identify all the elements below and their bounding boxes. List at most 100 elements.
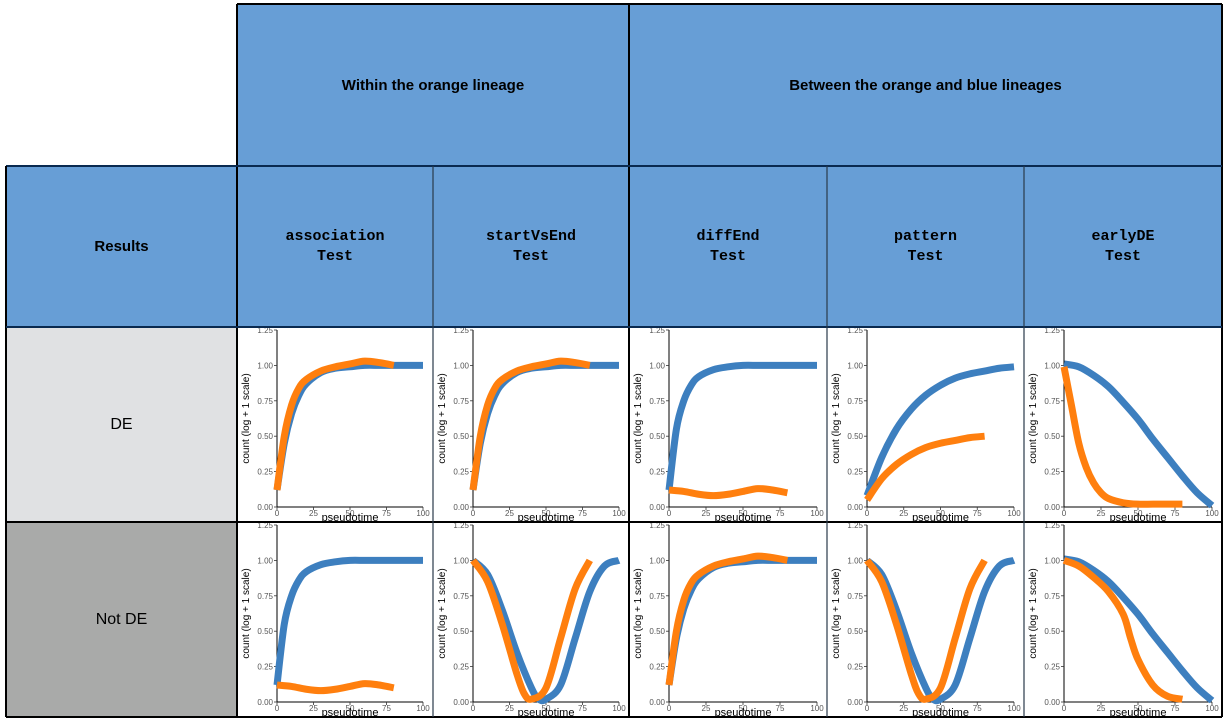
x-tick-label: 75 [382, 509, 391, 518]
test-header-earlyde: earlyDE Test [1024, 166, 1222, 327]
y-tick-label: 0.50 [649, 627, 665, 636]
x-tick-label: 75 [776, 704, 785, 713]
x-tick-label: 75 [1171, 509, 1180, 518]
group-header-between: Between the orange and blue lineages [629, 4, 1222, 166]
x-tick-label: 0 [1062, 509, 1067, 518]
y-tick-label: 0.75 [257, 592, 273, 601]
x-tick-label: 75 [973, 509, 982, 518]
x-tick-label: 100 [1007, 509, 1021, 518]
x-tick-label: 100 [416, 509, 430, 518]
orange-lineage-curve [470, 558, 593, 703]
y-tick-label: 0.00 [453, 698, 469, 707]
test-header-diffend: diffEnd Test [629, 166, 827, 327]
x-tick-label: 100 [612, 509, 626, 518]
y-tick-label: 0.00 [649, 503, 665, 512]
blue-lineage-curve [863, 363, 1015, 497]
results-label: Results [94, 238, 149, 255]
blue-lineage-curve [1063, 360, 1215, 509]
test-suffix: Test [907, 247, 944, 265]
test-suffix: Test [709, 247, 746, 265]
y-tick-label: 0.75 [847, 397, 863, 406]
y-tick-label: 0.00 [1044, 698, 1060, 707]
y-tick-label: 0.50 [257, 627, 273, 636]
y-tick-label: 1.25 [1044, 522, 1060, 530]
x-tick-label: 50 [542, 509, 551, 518]
y-tick-label: 0.25 [453, 663, 469, 672]
x-tick-label: 0 [471, 509, 476, 518]
y-tick-label: 1.00 [257, 556, 273, 565]
plot-svg: 0.00 0.25 0.50 0.75 1.00 1.25 0 25 50 75 100 pseudo… [831, 326, 1021, 524]
y-tick-label: 0.25 [847, 663, 863, 672]
blue-lineage-curve [1063, 555, 1215, 704]
x-tick-label: 0 [275, 509, 280, 518]
y-tick-label: 0.00 [257, 503, 273, 512]
test-header-diffend-label: diffEnd Test [629, 166, 827, 327]
x-tick-label: 0 [865, 509, 870, 518]
blue-lineage-curve [470, 557, 621, 705]
orange-lineage-curve [469, 357, 591, 491]
orange-lineage-curve [276, 680, 395, 695]
blue-lineage-curve [864, 557, 1016, 705]
y-tick-label: 0.50 [847, 432, 863, 441]
x-tick-label: 100 [1205, 509, 1219, 518]
test-name: pattern [893, 227, 957, 245]
y-tick-label: 0.50 [847, 627, 863, 636]
test-header-earlyde-label: earlyDE Test [1024, 166, 1222, 327]
x-tick-label: 0 [667, 509, 672, 518]
x-tick-label: 100 [810, 509, 824, 518]
x-tick-label: 50 [739, 704, 748, 713]
y-tick-label: 0.25 [257, 663, 273, 672]
orange-lineage-curve [864, 432, 985, 502]
test-suffix: Test [512, 247, 549, 265]
row-label-de-cell: DE [6, 327, 237, 522]
y-tick-label: 1.00 [257, 361, 273, 370]
y-tick-label: 0.75 [257, 397, 273, 406]
y-tick-label: 0.50 [649, 432, 665, 441]
plot-de-startVsEndTest: 0.00 0.25 0.50 0.75 1.00 1.25 0 25 50 75 100 pseudo… [433, 326, 629, 524]
x-tick-label: 25 [702, 509, 711, 518]
y-axis-label: count (log + 1 scale) [241, 373, 252, 463]
y-tick-label: 0.25 [1044, 663, 1060, 672]
x-tick-label: 0 [275, 704, 280, 713]
y-tick-label: 0.75 [453, 592, 469, 601]
y-tick-label: 0.25 [257, 468, 273, 477]
x-tick-label: 50 [346, 509, 355, 518]
x-tick-label: 25 [1097, 509, 1106, 518]
x-tick-label: 0 [865, 704, 870, 713]
x-tick-label: 75 [973, 704, 982, 713]
x-axis-label: pseudotime [322, 512, 379, 522]
plot-notde-diffEndTest: 0.00 0.25 0.50 0.75 1.00 1.25 0 25 50 75 100 pseudo… [629, 521, 827, 719]
y-tick-label: 0.50 [1044, 627, 1060, 636]
plot-notde-earlyDETest: 0.00 0.25 0.50 0.75 1.00 1.25 0 25 50 75 100 pseudo… [1024, 521, 1222, 719]
x-tick-label: 75 [1171, 704, 1180, 713]
y-tick-label: 0.25 [649, 468, 665, 477]
plot-svg: 0.00 0.25 0.50 0.75 1.00 1.25 0 25 50 75 100 pseudo… [1028, 326, 1219, 524]
plot-notde-associationTest: 0.00 0.25 0.50 0.75 1.00 1.25 0 25 50 75 100 pseudo… [237, 521, 433, 719]
test-suffix: Test [316, 247, 353, 265]
x-tick-label: 25 [899, 509, 908, 518]
row-label-de: DE [110, 415, 133, 433]
x-tick-label: 0 [1062, 704, 1067, 713]
plot-svg: 0.00 0.25 0.50 0.75 1.00 1.25 0 25 50 75 100 pseudo… [1028, 521, 1219, 719]
y-tick-label: 0.50 [453, 432, 469, 441]
plot-svg: 0.00 0.25 0.50 0.75 1.00 1.25 0 25 50 75 100 pseudo… [831, 521, 1021, 719]
y-axis-label: count (log + 1 scale) [1028, 373, 1039, 463]
y-tick-label: 0.00 [847, 503, 863, 512]
y-tick-label: 0.25 [1044, 468, 1060, 477]
test-name: startVsEnd [485, 227, 576, 245]
y-tick-label: 1.25 [847, 522, 863, 530]
plot-de-earlyDETest: 0.00 0.25 0.50 0.75 1.00 1.25 0 25 50 75 100 pseudo… [1024, 326, 1222, 524]
test-header-startvsend-label: startVsEnd Test [433, 166, 629, 327]
x-tick-label: 50 [1134, 509, 1143, 518]
test-header-pattern: pattern Test [827, 166, 1024, 327]
test-header-startvsend: startVsEnd Test [433, 166, 629, 327]
y-tick-label: 1.00 [649, 556, 665, 565]
x-tick-label: 25 [309, 509, 318, 518]
y-tick-label: 1.25 [847, 327, 863, 335]
x-tick-label: 50 [1134, 704, 1143, 713]
y-tick-label: 0.75 [847, 592, 863, 601]
y-tick-label: 1.00 [1044, 361, 1060, 370]
y-tick-label: 1.25 [257, 327, 273, 335]
plot-de-patternTest: 0.00 0.25 0.50 0.75 1.00 1.25 0 25 50 75 100 pseudo… [827, 326, 1024, 524]
y-tick-label: 0.25 [649, 663, 665, 672]
